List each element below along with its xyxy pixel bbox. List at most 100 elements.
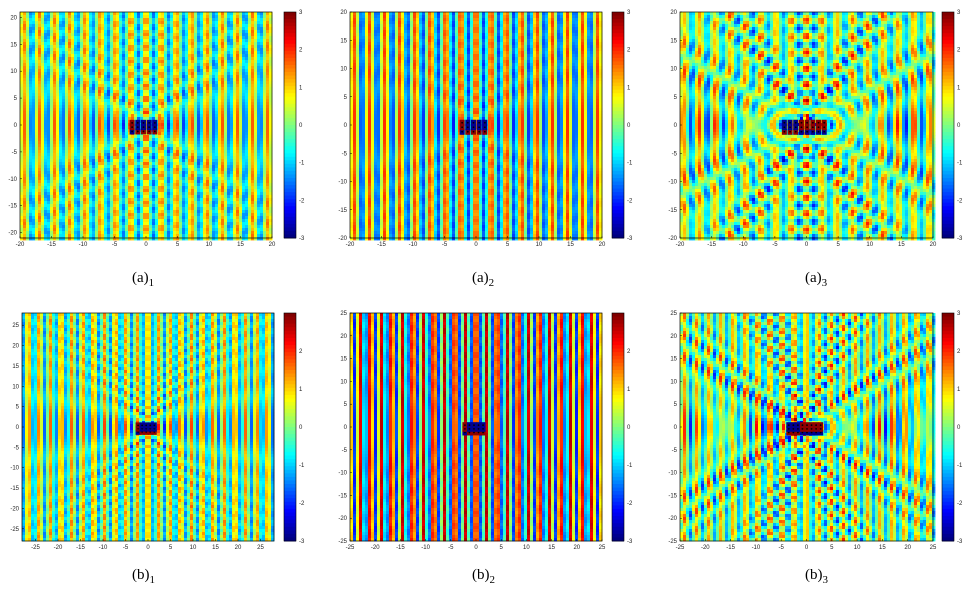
- colorbar-tick-label: -2: [299, 198, 305, 204]
- colorbar-tick-label: 2: [957, 349, 961, 355]
- colorbar-tick-label: 1: [627, 85, 631, 91]
- y-tick-label: -20: [668, 516, 677, 522]
- y-tick-label: 5: [344, 95, 348, 101]
- colorbar-tick-label: 2: [299, 349, 303, 355]
- scatterer-cluster: [129, 119, 158, 135]
- heatmap-a2: -20 -15 -10 -5 0 5 10 15 2020151050-5-10-15-2032…: [338, 10, 633, 248]
- y-tick-label: -10: [668, 471, 677, 477]
- x-tick-label: -5: [442, 242, 448, 248]
- colorbar-tick-label: 2: [627, 349, 631, 355]
- x-tick-label: 25: [257, 545, 264, 551]
- y-tick-label: -5: [342, 448, 348, 454]
- colorbar-tick-label: -3: [299, 539, 305, 545]
- colorbar-tick-label: -3: [957, 539, 963, 545]
- x-tick-label: -25: [676, 545, 685, 551]
- colorbar-tick-label: -3: [299, 236, 305, 242]
- field-cells: [22, 313, 275, 542]
- x-tick-label: -10: [752, 545, 761, 551]
- x-tick-label: 0: [805, 545, 809, 551]
- x-tick-label: 25: [930, 545, 937, 551]
- y-tick-label: 15: [340, 38, 347, 44]
- y-tick-label: -5: [672, 151, 678, 157]
- colorbar-tick-label: -1: [627, 463, 633, 469]
- caption-b3: (b)3: [805, 567, 828, 586]
- colorbar-tick-label: 3: [957, 311, 961, 317]
- x-tick-label: 20: [930, 242, 937, 248]
- y-tick-label: 5: [674, 95, 678, 101]
- x-tick-label: -10: [409, 242, 418, 248]
- y-tick-label: -10: [668, 180, 677, 186]
- x-tick-label: 10: [866, 242, 873, 248]
- colorbar: [283, 312, 297, 542]
- colorbar-tick-label: -2: [299, 501, 305, 507]
- y-tick-label: -5: [12, 150, 18, 156]
- scatterer-cluster: [459, 119, 488, 135]
- x-tick-label: -25: [346, 545, 355, 551]
- caption-b1: (b)1: [132, 567, 155, 586]
- colorbar-tick-label: -1: [299, 161, 305, 167]
- y-tick-label: -20: [338, 516, 347, 522]
- panel-b3: -25 -20 -15 -10 -5 0 5 10 15 20 25 25 20 15 10 5 0 -5 -10-…: [660, 305, 971, 555]
- caption-a2: (a)2: [472, 270, 494, 289]
- y-tick-label: -10: [8, 177, 17, 183]
- x-tick-label: 5: [500, 545, 504, 551]
- x-tick-label: 20: [269, 242, 276, 248]
- y-tick-label: -25: [338, 539, 347, 545]
- y-tick-label: 15: [670, 38, 677, 44]
- x-tick-label: -15: [76, 545, 85, 551]
- colorbar-tick-label: 0: [299, 425, 303, 431]
- x-tick-label: 10: [523, 545, 530, 551]
- y-tick-label: -10: [338, 471, 347, 477]
- colorbar-tick-label: -1: [957, 161, 963, 167]
- colorbar-tick-label: 3: [299, 10, 303, 16]
- colorbar-tick-label: 2: [957, 48, 961, 54]
- panel-a1: -20 -15 -10 -5 0 5 10 15 20 20 15 10 5 0 -5 -10 -15 -20 3 2…: [0, 0, 320, 260]
- y-tick-label: 25: [670, 311, 677, 317]
- colorbar-tick-label: -1: [299, 463, 305, 469]
- colorbar: [611, 312, 625, 542]
- y-tick-label: -5: [14, 445, 20, 451]
- colorbar-tick-label: 3: [957, 10, 961, 16]
- x-tick-label: -20: [346, 242, 355, 248]
- y-tick-label: 25: [340, 311, 347, 317]
- colorbar-tick-label: 0: [299, 123, 303, 129]
- colorbar-tick-label: 0: [627, 123, 631, 129]
- x-tick-label: -20: [54, 545, 63, 551]
- y-tick-label: 10: [340, 67, 347, 73]
- y-tick-label: -10: [10, 466, 19, 472]
- y-tick-label: 10: [10, 69, 17, 75]
- y-tick-label: -20: [668, 236, 677, 242]
- x-tick-label: 10: [536, 242, 543, 248]
- panel-a2: -20 -15 -10 -5 0 5 10 15 20 20 15 10 5 0 -5 -10 -15 -20 3 2…: [330, 0, 650, 260]
- x-tick-label: 5: [836, 242, 840, 248]
- x-tick-label: 20: [599, 242, 606, 248]
- x-tick-label: 0: [474, 242, 478, 248]
- y-tick-label: 15: [670, 357, 677, 363]
- colorbar: [941, 312, 955, 542]
- x-tick-label: -5: [779, 545, 785, 551]
- y-tick-label: -20: [338, 236, 347, 242]
- x-tick-label: -5: [112, 242, 118, 248]
- field-cells: [680, 12, 936, 241]
- colorbar-tick-label: 1: [299, 387, 303, 393]
- y-tick-label: -15: [338, 208, 347, 214]
- x-tick-label: -20: [371, 545, 380, 551]
- y-tick-label: 20: [12, 344, 19, 350]
- heatmap-b2: -25 -20 -15 -10 -5 0 5 10 15 20 252520151050-5-10-…: [338, 311, 633, 551]
- x-tick-label: 10: [190, 545, 197, 551]
- x-tick-label: -15: [377, 242, 386, 248]
- x-tick-label: -10: [739, 242, 748, 248]
- colorbar-tick-label: -3: [627, 236, 633, 242]
- x-tick-label: 5: [169, 545, 173, 551]
- y-tick-label: 10: [670, 379, 677, 385]
- y-tick-label: 20: [670, 10, 677, 16]
- colorbar-tick-label: -2: [627, 501, 633, 507]
- colorbar-tick-label: 1: [957, 387, 961, 393]
- y-tick-label: 0: [14, 123, 18, 129]
- x-tick-label: 25: [599, 545, 606, 551]
- y-tick-label: 20: [10, 15, 17, 21]
- x-tick-label: -5: [123, 545, 129, 551]
- colorbar: [283, 11, 297, 239]
- x-tick-label: -15: [47, 242, 56, 248]
- colorbar-tick-label: -1: [627, 161, 633, 167]
